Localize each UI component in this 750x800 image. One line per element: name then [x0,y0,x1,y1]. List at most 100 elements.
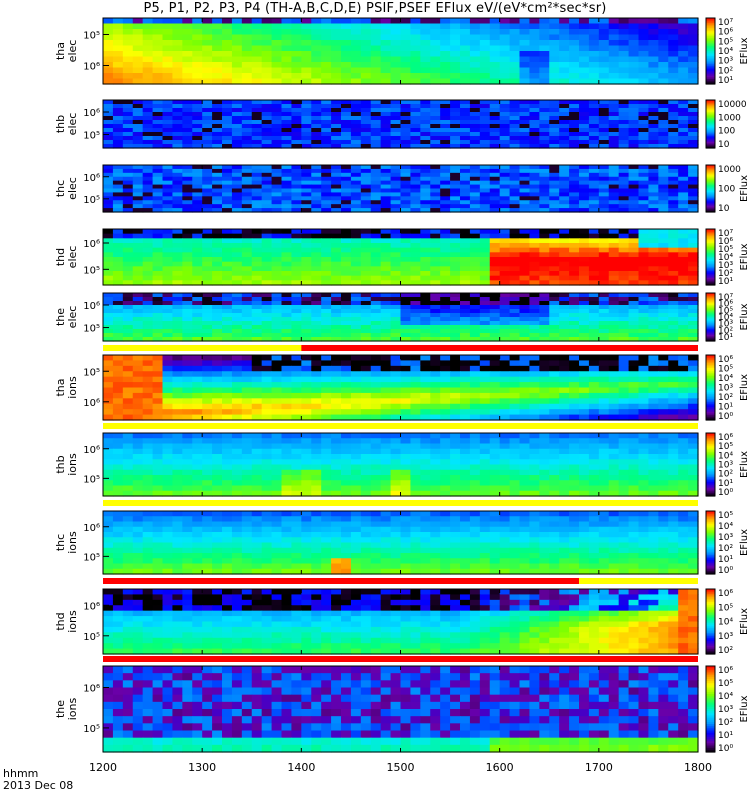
heatmap-cell [569,112,580,117]
panel-label-probe: thb [54,115,67,133]
heatmap-cell [241,188,253,194]
heatmap-cell [479,376,491,383]
heatmap-cell [529,112,540,117]
heatmap-cell [192,365,203,372]
heatmap-cell [509,433,521,439]
heatmap-cell [390,325,402,330]
colorbar-step [706,119,715,121]
heatmap-cell [152,62,164,69]
heatmap-cell [608,196,620,201]
heatmap-cell [172,140,183,145]
heatmap-cell [152,325,164,330]
heatmap-cell [321,116,332,121]
heatmap-cell [499,337,511,342]
heatmap-cell [628,247,640,253]
heatmap-cell [598,297,610,302]
heatmap-cell [172,337,183,342]
heatmap-cell [479,297,491,302]
heatmap-cell [658,360,669,367]
heatmap-cell [261,297,273,302]
heatmap-cell [559,257,570,263]
heatmap-cell [678,243,689,249]
heatmap-cell [460,128,471,133]
heatmap-cell [311,252,322,258]
heatmap-cell [311,34,322,41]
heatmap-cell [420,120,431,125]
heatmap-cell [618,120,630,125]
heatmap-cell [440,184,451,190]
heatmap-cell [569,266,580,272]
heatmap-cell [588,313,600,318]
heatmap-cell [509,247,521,253]
heatmap-cell [162,293,174,298]
heatmap-cell [261,355,273,362]
heatmap-cell [222,233,233,239]
heatmap-cell [638,333,650,338]
heatmap-cell [648,78,659,85]
heatmap-cell [271,168,283,174]
heatmap-cell [668,136,679,141]
heatmap-cell [588,247,600,253]
heatmap-cell [360,100,372,105]
heatmap-cell [648,229,659,235]
heatmap-cell [509,252,521,258]
heatmap-cell [420,238,431,244]
heatmap-cell [539,62,550,69]
heatmap-cell [608,165,620,170]
heatmap-cell [420,329,431,334]
heatmap-cell [222,392,233,399]
heatmap-cell [569,208,580,213]
heatmap-cell [122,200,134,205]
heatmap-cell [222,271,233,277]
heatmap-cell [529,120,540,125]
heatmap-cell [231,104,243,109]
heatmap-cell [638,252,650,258]
heatmap-cell [678,387,689,394]
colorbar-step [706,402,715,405]
heatmap-cell [301,144,312,149]
heatmap-cell [103,376,114,383]
heatmap-cell [519,78,531,85]
heatmap-cell [440,204,451,209]
colorbar-step [706,381,715,384]
heatmap-cell [400,165,412,170]
heatmap-cell [212,382,223,389]
heatmap-cell [202,275,213,281]
heatmap-cell [350,116,362,121]
heatmap-cell [688,414,699,421]
heatmap-cell [608,309,620,314]
heatmap-cell [598,293,610,298]
heatmap-cell [529,29,540,36]
heatmap-cell [281,333,293,338]
heatmap-cell [559,184,570,190]
heatmap-cell [231,100,243,105]
heatmap-cell [182,132,193,137]
heatmap-cell [222,309,233,314]
heatmap-cell [142,29,154,36]
heatmap-cell [678,100,689,105]
heatmap-cell [440,132,451,137]
heatmap-cell [331,100,342,105]
heatmap-cell [479,34,491,41]
heatmap-cell [529,376,540,383]
heatmap-cell [579,208,590,213]
heatmap-cell [658,144,669,149]
heatmap-cell [331,337,342,342]
heatmap-cell [688,56,699,63]
heatmap-cell [261,176,273,182]
heatmap-cell [261,371,273,378]
heatmap-cell [390,136,402,141]
heatmap-cell [489,365,501,372]
heatmap-cell [519,403,531,410]
colorbar-step [706,329,715,331]
heatmap-cell [440,355,451,362]
heatmap-cell [618,62,630,69]
heatmap-cell [112,165,124,170]
heatmap-cell [549,100,560,105]
heatmap-cell [598,280,610,286]
heatmap-cell [212,280,223,286]
heatmap-cell [251,433,263,439]
heatmap-cell [132,333,144,338]
heatmap-cell [598,229,610,235]
colorbar-step [706,144,715,147]
